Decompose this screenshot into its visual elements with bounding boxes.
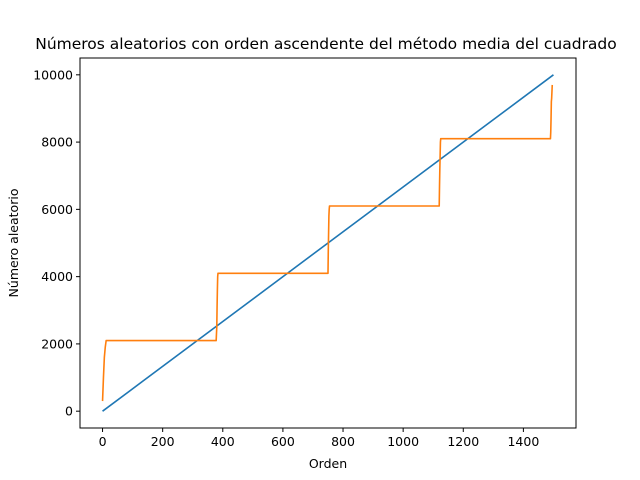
x-tick-label: 1400: [507, 434, 539, 449]
x-tick-label: 1000: [387, 434, 419, 449]
plot-area: [79, 57, 577, 429]
y-tick-label: 8000: [41, 135, 73, 150]
series-line-2: [101, 84, 554, 402]
x-tick-label: 800: [331, 434, 355, 449]
y-axis-ticks: 0 2000 4000 6000 8000 10000: [33, 67, 80, 419]
x-axis-ticks: 0 200 400 600 800 1000 1200 1400: [99, 428, 539, 449]
y-tick-label: 4000: [41, 269, 73, 284]
x-tick-label: 0: [99, 434, 107, 449]
x-tick-label: 400: [211, 434, 235, 449]
x-tick-label: 1200: [447, 434, 479, 449]
y-tick-label: 2000: [41, 336, 73, 351]
series-layer: [101, 74, 554, 412]
x-axis-label: Orden: [309, 456, 347, 471]
chart-title: Números aleatorios con orden ascendente …: [35, 35, 617, 53]
y-tick-label: 10000: [33, 67, 73, 82]
x-tick-label: 200: [151, 434, 175, 449]
x-tick-label: 600: [271, 434, 295, 449]
y-axis-label: Número aleatorio: [6, 189, 21, 298]
y-tick-label: 0: [65, 404, 73, 419]
y-tick-label: 6000: [41, 202, 73, 217]
plot-frame: [79, 57, 577, 429]
